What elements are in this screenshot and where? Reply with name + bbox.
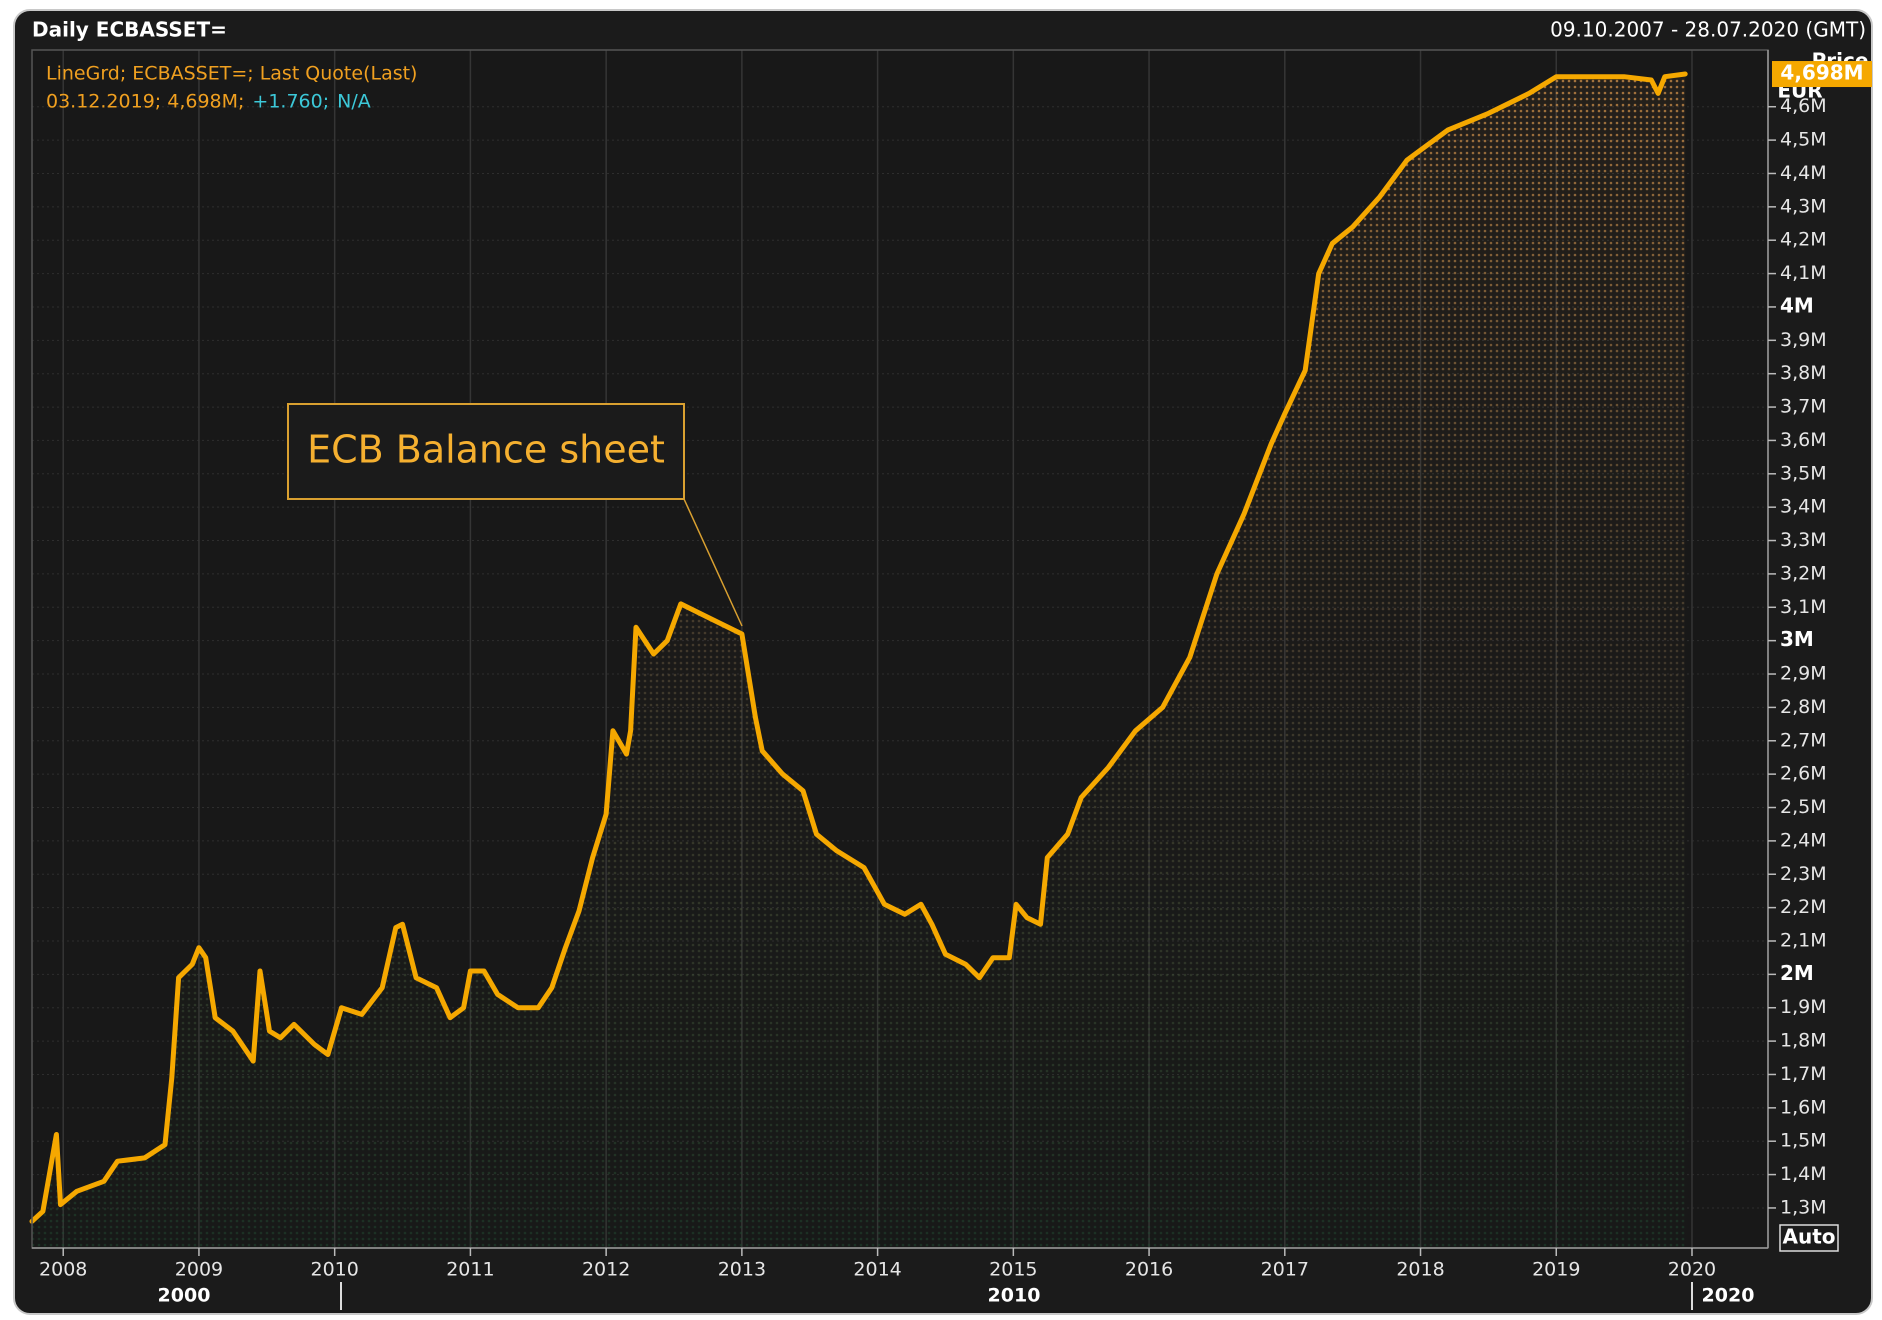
last-value-box [1772,61,1872,88]
decade-label: 2010 [988,1285,1041,1307]
annotation-leader [683,498,743,627]
x-tick-label: 2015 [989,1259,1037,1281]
y-tick-label: 3,5M [1780,462,1827,484]
x-tick-label: 2020 [1668,1259,1716,1281]
y-tick-label: 4,6M [1780,95,1827,117]
x-tick-label: 2018 [1396,1259,1444,1281]
scale-mode[interactable]: Auto [1782,1225,1835,1249]
y-tick-label: 3,9M [1780,329,1827,351]
y-tick-label: 2,3M [1780,863,1827,885]
y-tick-label: 1,9M [1780,996,1827,1018]
y-tick-label: 2,6M [1780,763,1827,785]
y-tick-label: 3,1M [1780,596,1827,618]
x-tick-label: 2009 [175,1259,223,1281]
y-tick-label: 2,8M [1780,696,1827,718]
x-tick-label: 2016 [1125,1259,1173,1281]
y-tick-label: 3,2M [1780,562,1827,584]
last-value-tag: 4,698M [1772,61,1872,88]
y-tick-label: 2,1M [1780,929,1827,951]
decade-label: 2020 [1702,1285,1755,1307]
legend-line: 03.12.2019; 4,698M; [46,91,244,113]
legend-line: N/A [337,91,371,113]
x-tick-label: 2010 [311,1259,359,1281]
y-tick-label: 2,9M [1780,663,1827,685]
x-tick-label: 2017 [1261,1259,1309,1281]
legend-line: LineGrd; ECBASSET=; Last Quote(Last) [46,63,417,85]
x-tick-label: 2013 [718,1259,766,1281]
line-layer [29,71,1688,1224]
y-tick-label: 1,4M [1780,1163,1827,1185]
y-tick-label: 4,3M [1780,195,1827,217]
y-tick-label: 2M [1780,961,1814,985]
y-tick-label: 1,8M [1780,1030,1827,1052]
y-tick-label: 3,4M [1780,496,1827,518]
x-tick-label: 2008 [39,1259,87,1281]
y-tick-label: 2,7M [1780,729,1827,751]
y-tick-label: 4,2M [1780,229,1827,251]
y-tick-label: 2,4M [1780,829,1827,851]
y-tick-label: 2,2M [1780,896,1827,918]
decade-label: 2000 [158,1285,211,1307]
legend-line: +1.760; [252,91,329,113]
y-tick-label: 1,5M [1780,1130,1827,1152]
x-tick-label: 2011 [446,1259,494,1281]
y-tick-label: 1,3M [1780,1196,1827,1218]
y-tick-label: 3,6M [1780,429,1827,451]
area-fill [32,74,1686,1248]
x-tick-label: 2014 [853,1259,901,1281]
y-tick-label: 1,6M [1780,1096,1827,1118]
x-tick-label: 2012 [582,1259,630,1281]
y-tick-label: 4,4M [1780,162,1827,184]
area-layer [32,74,1686,1248]
y-tick-label: 4,5M [1780,129,1827,151]
y-tick-label: 4M [1780,293,1814,317]
y-tick-label: 1,7M [1780,1063,1827,1085]
scale-button[interactable] [1779,1224,1839,1252]
y-tick-label: 2,5M [1780,796,1827,818]
date-range: 09.10.2007 - 28.07.2020 (GMT) [1550,18,1866,42]
annotation: ECB Balance sheet [287,403,743,627]
annotation-box [287,403,685,500]
last-value-label: 4,698M [1780,61,1863,85]
y-tick-label: 3M [1780,627,1814,651]
y-tick-label: 4,1M [1780,262,1827,284]
y-tick-label: 3,3M [1780,529,1827,551]
x-tick-label: 2019 [1532,1259,1580,1281]
annotation-text: ECB Balance sheet [307,428,665,472]
y-tick-label: 3,7M [1780,396,1827,418]
series-line [29,71,1688,1224]
y-tick-label: 3,8M [1780,362,1827,384]
chart-title: Daily ECBASSET= [32,18,227,42]
